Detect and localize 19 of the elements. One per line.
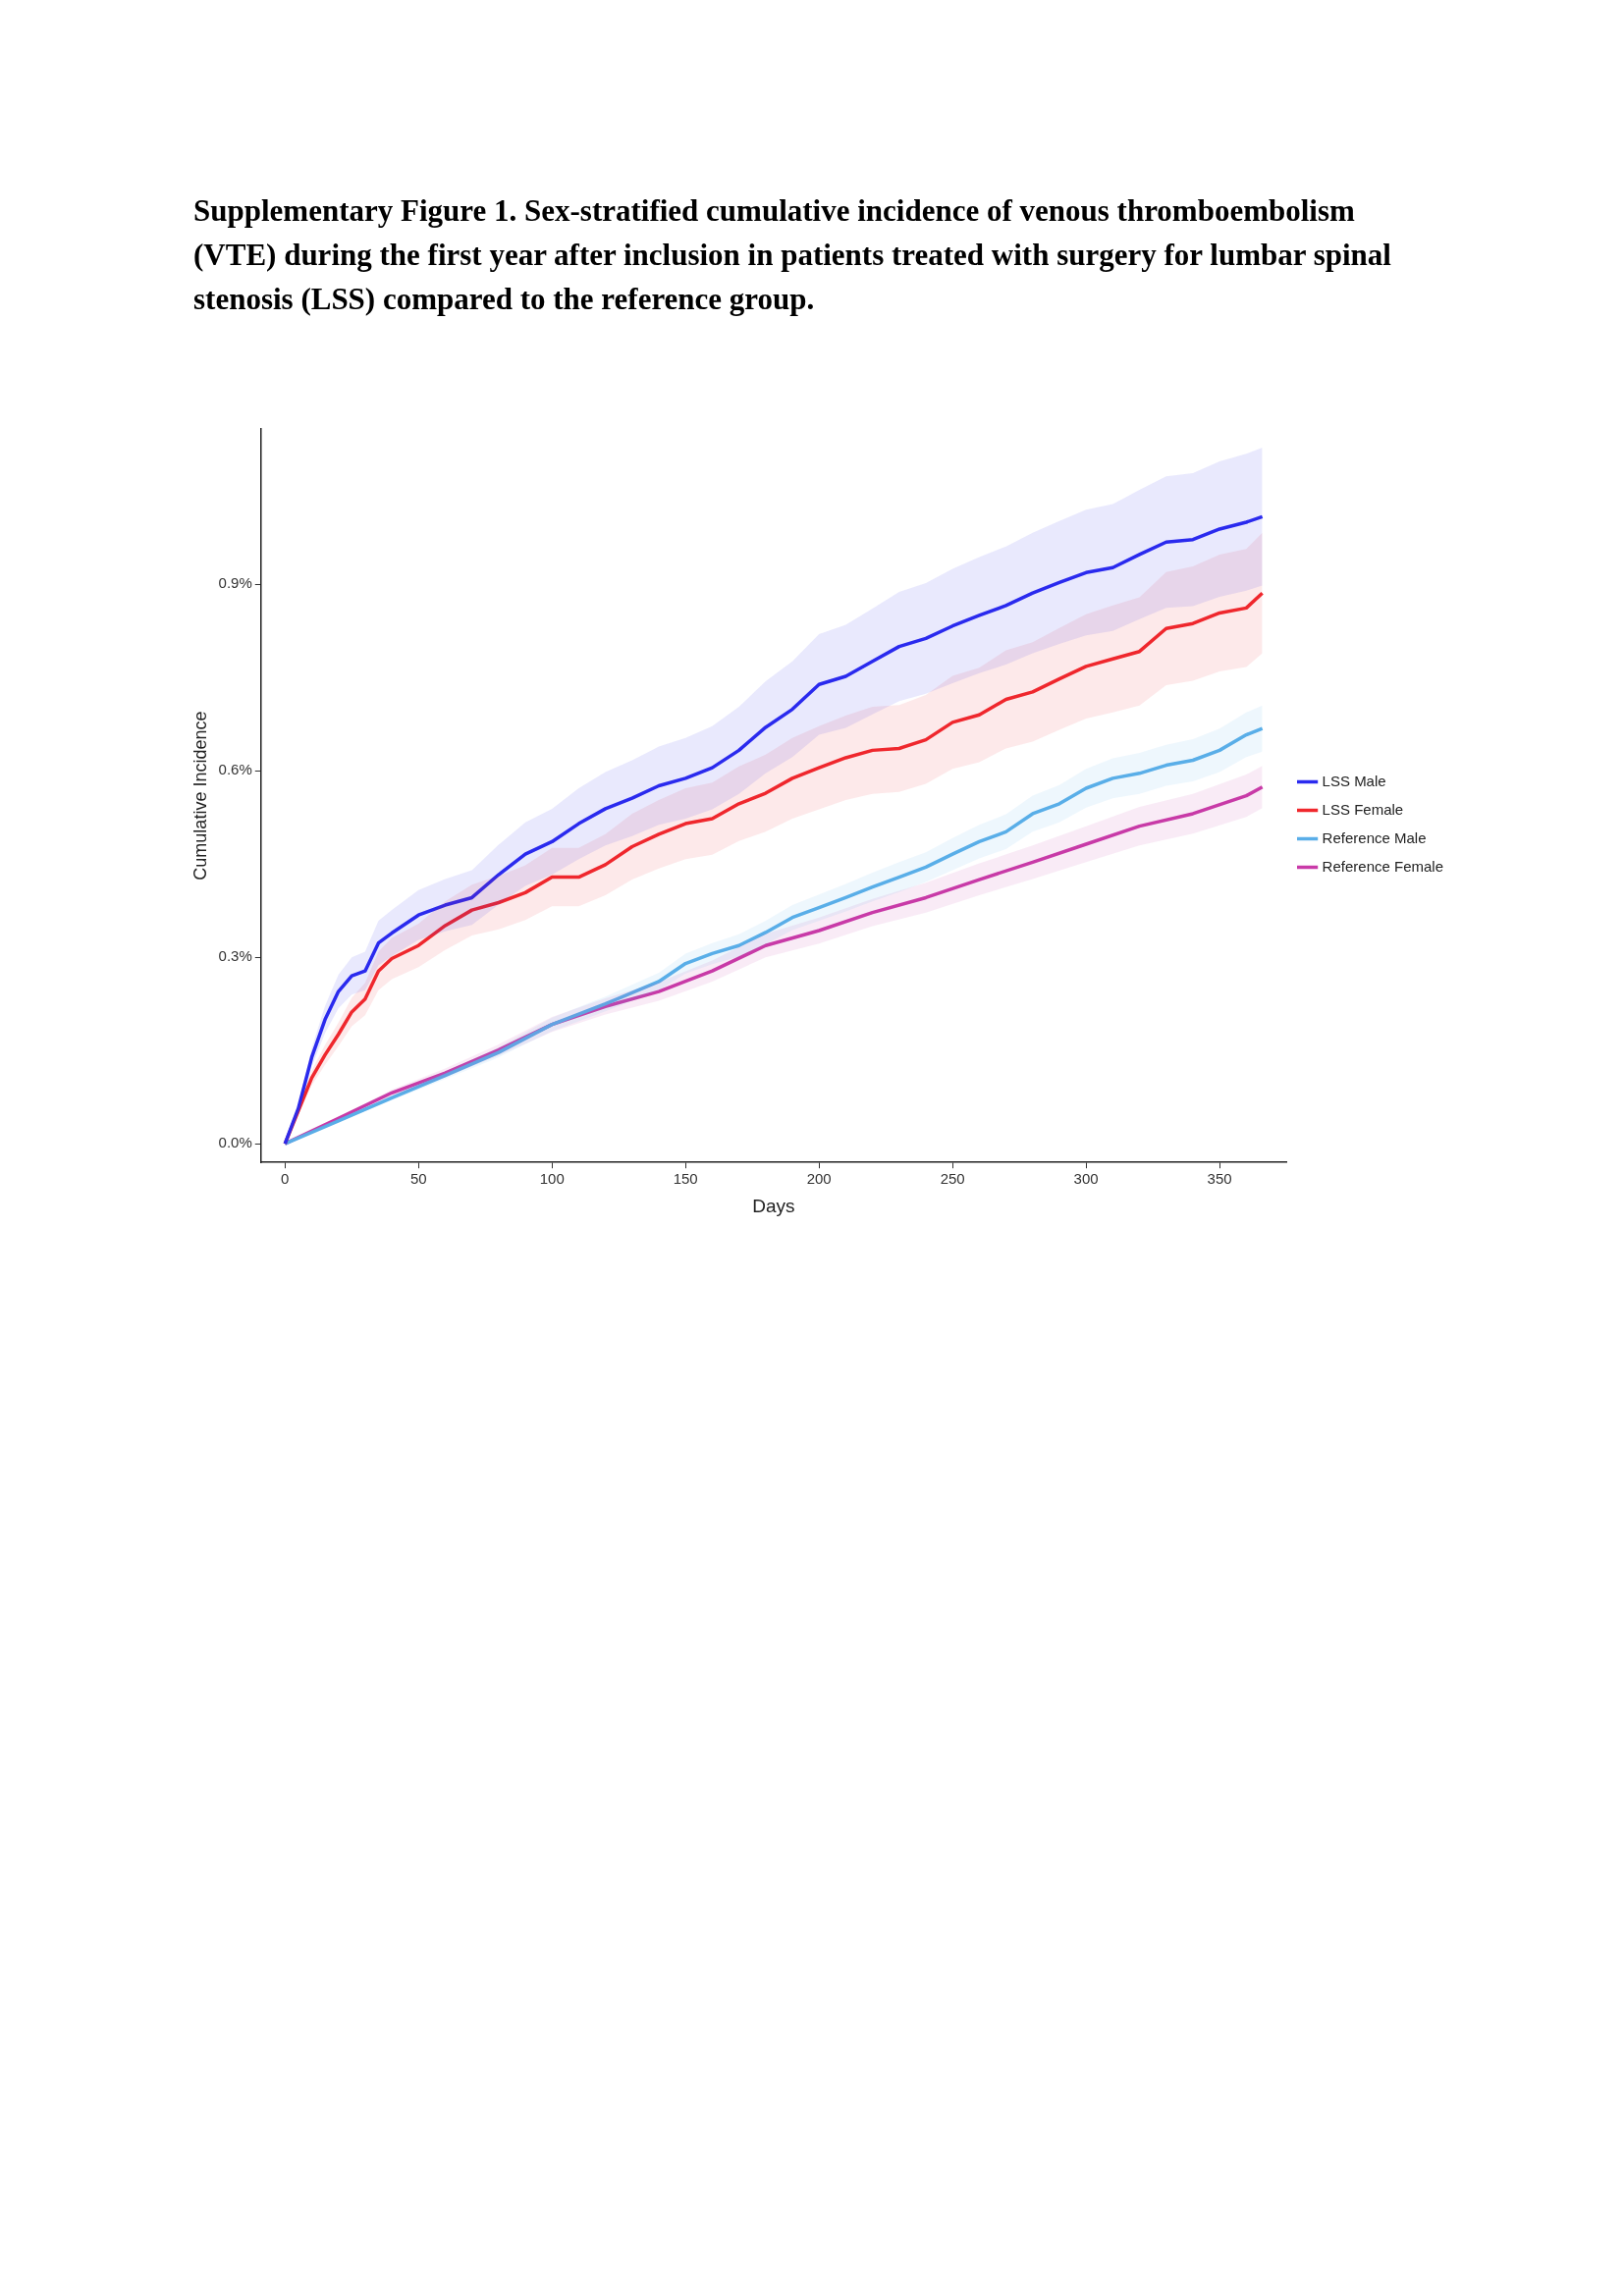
legend-label: LSS Female — [1322, 800, 1404, 818]
x-tick-label: 50 — [409, 1170, 427, 1188]
x-tick-label: 350 — [1207, 1170, 1232, 1188]
y-axis-title: Cumulative Incidence — [189, 711, 210, 881]
legend-label: Reference Female — [1322, 857, 1444, 875]
x-tick-label: 0 — [281, 1170, 290, 1188]
x-tick-label: 300 — [1073, 1170, 1099, 1188]
legend-label: Reference Male — [1322, 828, 1427, 846]
x-tick-label: 150 — [673, 1170, 698, 1188]
x-axis-title: Days — [752, 1195, 795, 1216]
chart-title: Supplementary Figure 1. Sex-stratified cumulative incidence of venous thromboembolism (VTE) during the first year after inclusion in patients treated with surgery for lumbar spinal stenosis (LSS) compared to the reference group. — [193, 192, 1392, 318]
legend-label: LSS Male — [1322, 772, 1386, 789]
y-tick-label: 0.0% — [218, 1134, 252, 1151]
x-tick-label: 100 — [539, 1170, 565, 1188]
x-tick-label: 200 — [806, 1170, 832, 1188]
y-tick-label: 0.6% — [218, 761, 252, 778]
y-tick-label: 0.9% — [218, 574, 252, 592]
y-tick-label: 0.3% — [218, 947, 252, 965]
x-tick-label: 250 — [940, 1170, 965, 1188]
